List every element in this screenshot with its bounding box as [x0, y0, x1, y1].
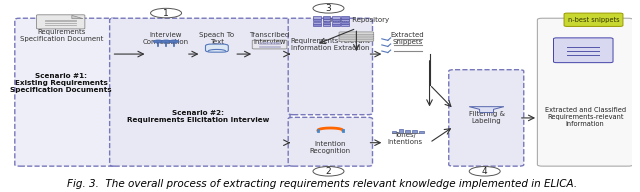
Bar: [323, 19, 330, 21]
Circle shape: [313, 4, 344, 13]
Circle shape: [169, 40, 179, 43]
Bar: [332, 22, 340, 24]
Bar: [341, 17, 349, 19]
Bar: [341, 22, 349, 24]
Bar: [341, 19, 349, 21]
FancyBboxPatch shape: [36, 15, 85, 29]
Text: Filtering &
Labeling: Filtering & Labeling: [468, 111, 504, 124]
FancyBboxPatch shape: [15, 18, 116, 166]
Text: Intention
Recognition: Intention Recognition: [310, 141, 351, 154]
Circle shape: [469, 166, 500, 176]
Bar: [314, 24, 321, 26]
Text: Scenario #2:
Requirements Elicitation Interview: Scenario #2: Requirements Elicitation In…: [127, 110, 269, 123]
Text: n-best snippets: n-best snippets: [568, 17, 620, 23]
FancyBboxPatch shape: [205, 44, 228, 52]
Bar: [332, 19, 340, 21]
Circle shape: [313, 166, 344, 176]
Bar: [323, 22, 330, 24]
Text: Requirements
Specification Document: Requirements Specification Document: [20, 28, 103, 41]
FancyBboxPatch shape: [564, 13, 623, 26]
Text: Requirements-relevant
Information Extraction: Requirements-relevant Information Extrac…: [291, 38, 370, 51]
FancyBboxPatch shape: [109, 18, 290, 166]
Text: Transcribed
Interview: Transcribed Interview: [250, 32, 290, 45]
FancyBboxPatch shape: [339, 32, 374, 35]
FancyBboxPatch shape: [339, 38, 374, 41]
Bar: [419, 131, 424, 133]
Bar: [332, 24, 340, 26]
Text: Tones/
Intentions: Tones/ Intentions: [388, 132, 423, 145]
Text: Extracted and Classified
Requirements-relevant
Information: Extracted and Classified Requirements-re…: [545, 107, 626, 127]
Bar: [399, 129, 403, 133]
Text: Extracted
Snippets: Extracted Snippets: [390, 32, 424, 45]
Circle shape: [153, 40, 163, 43]
Polygon shape: [72, 15, 83, 19]
Text: 2: 2: [326, 167, 332, 176]
Text: Scenario #1:
Existing Requirements
Specification Documents: Scenario #1: Existing Requirements Speci…: [10, 73, 112, 93]
Bar: [392, 131, 397, 133]
Bar: [412, 130, 417, 133]
Bar: [323, 24, 330, 26]
Bar: [314, 19, 321, 21]
Text: 4: 4: [482, 167, 488, 176]
FancyBboxPatch shape: [538, 18, 633, 166]
Text: 1: 1: [163, 9, 169, 18]
Bar: [341, 24, 349, 26]
FancyBboxPatch shape: [339, 34, 374, 37]
FancyBboxPatch shape: [288, 18, 372, 115]
Text: 3: 3: [326, 4, 332, 13]
FancyBboxPatch shape: [339, 36, 374, 39]
Text: Interview
Conversation: Interview Conversation: [143, 32, 189, 45]
Text: Speach To
Text: Speach To Text: [199, 32, 234, 45]
Text: Domain Repository: Domain Repository: [323, 17, 390, 23]
Bar: [314, 22, 321, 24]
Circle shape: [161, 40, 171, 43]
Circle shape: [150, 8, 182, 18]
Bar: [323, 17, 330, 19]
FancyBboxPatch shape: [288, 117, 372, 166]
Bar: [314, 17, 321, 19]
Bar: [405, 130, 410, 133]
FancyBboxPatch shape: [252, 40, 287, 49]
FancyBboxPatch shape: [449, 70, 524, 166]
Polygon shape: [469, 107, 504, 113]
FancyBboxPatch shape: [554, 38, 613, 63]
Text: Fig. 3.  The overall process of extracting requirements relevant knowledge imple: Fig. 3. The overall process of extractin…: [67, 179, 577, 189]
Bar: [332, 17, 340, 19]
